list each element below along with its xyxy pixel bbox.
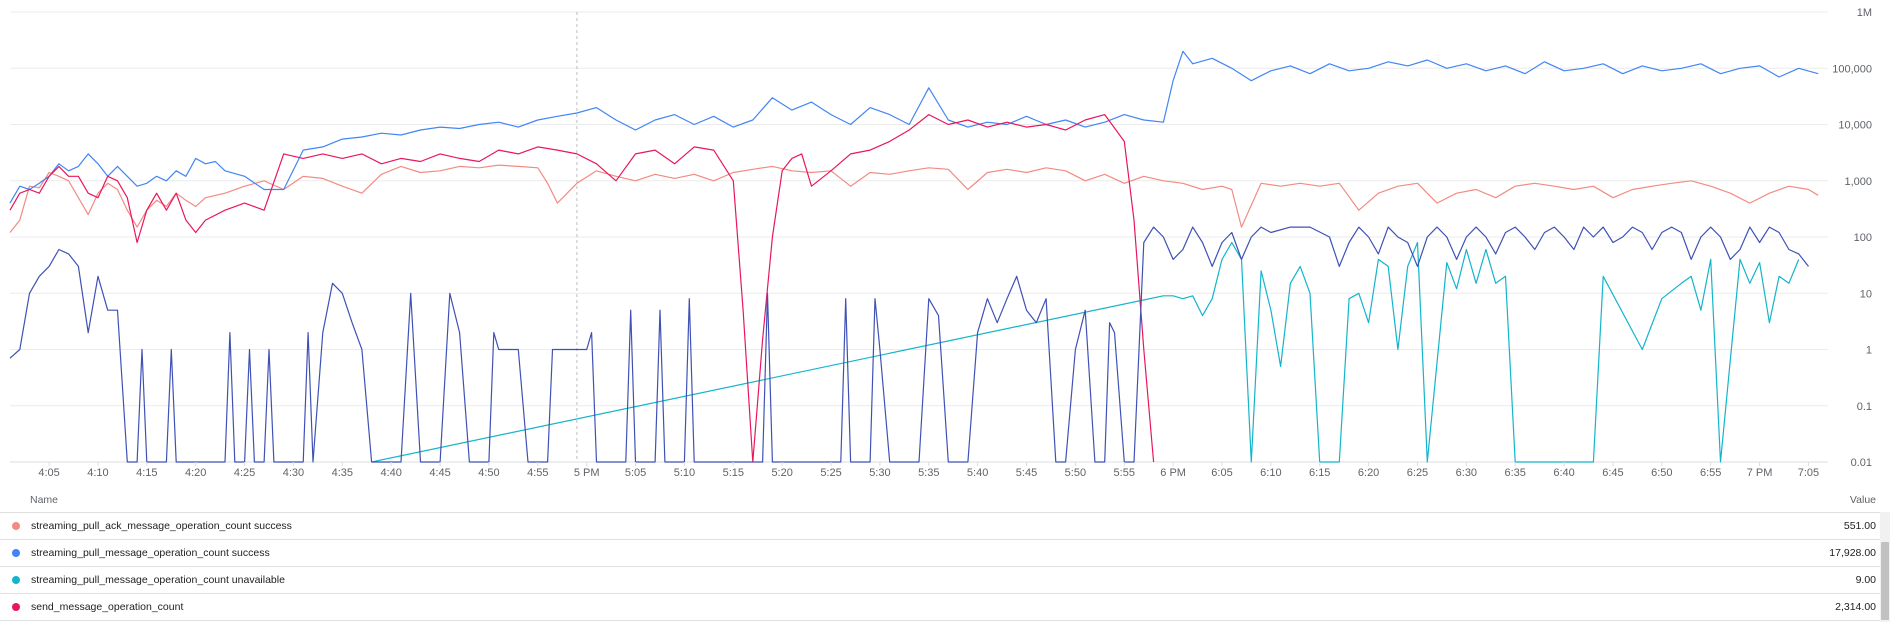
series-lines	[9, 50, 1819, 463]
legend-header-value[interactable]: Value	[1849, 494, 1876, 506]
x-tick-label: 5:50	[1065, 467, 1086, 479]
x-tick-label: 6:15	[1309, 467, 1330, 479]
x-tick-label: 5:15	[723, 467, 744, 479]
x-tick-label: 4:35	[332, 467, 353, 479]
x-tick-label: 5:10	[674, 467, 695, 479]
legend-table: Name Value streaming_pull_ack_message_op…	[0, 488, 1888, 621]
legend-row-value: 9.00	[1855, 574, 1876, 586]
legend-dot-icon	[12, 576, 20, 584]
x-tick-label: 5:55	[1114, 467, 1135, 479]
legend-row-value: 17,928.00	[1829, 547, 1876, 559]
legend-row[interactable]: streaming_pull_message_operation_count s…	[0, 540, 1888, 567]
x-tick-label: 4:05	[38, 467, 59, 479]
series-line-3[interactable]	[371, 241, 1800, 463]
legend-scrollbar[interactable]	[1880, 512, 1890, 622]
legend-row-value: 551.00	[1843, 520, 1876, 532]
legend-row-label: streaming_pull_message_operation_count s…	[31, 547, 270, 559]
scrollbar-thumb[interactable]	[1881, 542, 1889, 620]
y-tick-label: 100,000	[1832, 63, 1872, 75]
legend-dot-icon	[12, 522, 20, 530]
legend-row-label: send_message_operation_count	[31, 601, 184, 613]
legend-dot-icon	[12, 549, 20, 557]
legend-row-value: 2,314.00	[1835, 601, 1876, 613]
x-tick-label: 4:20	[185, 467, 206, 479]
legend-header-name[interactable]: Name	[30, 494, 59, 506]
y-tick-label: 0.01	[1851, 457, 1872, 469]
x-tick-label: 6:50	[1651, 467, 1672, 479]
y-tick-label: 1,000	[1844, 176, 1872, 188]
y-axis: 0.01 0.1 1 10 100 1,000 10,000 100,000 1M	[1832, 7, 1872, 469]
x-tick-label: 4:15	[136, 467, 157, 479]
x-tick-label: 6:05	[1211, 467, 1232, 479]
x-tick-label: 4:25	[234, 467, 255, 479]
x-tick-label: 5:30	[869, 467, 890, 479]
x-tick-label: 4:45	[429, 467, 450, 479]
x-tick-label: 4:50	[478, 467, 499, 479]
legend-header: Name Value	[0, 488, 1888, 513]
x-tick-label: 5:25	[820, 467, 841, 479]
x-tick-label: 6:30	[1456, 467, 1477, 479]
y-tick-label: 1	[1866, 345, 1872, 357]
legend-row[interactable]: send_message_operation_count 2,314.00	[0, 594, 1888, 621]
legend-row[interactable]: streaming_pull_message_operation_count u…	[0, 567, 1888, 594]
x-tick-label: 5:45	[1016, 467, 1037, 479]
y-tick-label: 10	[1860, 288, 1872, 300]
x-tick-label: 6:20	[1358, 467, 1379, 479]
x-axis: 4:05 4:10 4:15 4:20 4:25 4:30 4:35 4:40 4:45 4:50…	[38, 462, 1819, 479]
x-tick-label: 6:35	[1505, 467, 1526, 479]
x-tick-label: 5:35	[918, 467, 939, 479]
series-line-2[interactable]	[9, 50, 1819, 204]
x-tick-label: 5:05	[625, 467, 646, 479]
series-line-4[interactable]	[9, 113, 1155, 463]
legend-dot-icon	[12, 603, 20, 611]
legend-row[interactable]: streaming_pull_ack_message_operation_cou…	[0, 513, 1888, 540]
y-tick-label: 0.1	[1857, 401, 1872, 413]
x-tick-label: 4:55	[527, 467, 548, 479]
x-tick-label: 6:55	[1700, 467, 1721, 479]
x-tick-label: 6:45	[1602, 467, 1623, 479]
x-tick-label: 6:40	[1553, 467, 1574, 479]
y-tick-label: 1M	[1857, 7, 1872, 19]
x-tick-label: 6:25	[1407, 467, 1428, 479]
x-tick-label: 5:40	[967, 467, 988, 479]
grid-lines	[10, 11, 1828, 463]
x-tick-label: 7 PM	[1747, 467, 1773, 479]
chart-area[interactable]: 0.01 0.1 1 10 100 1,000 10,000 100,000 1M 4:05 4:…	[0, 0, 1900, 485]
x-tick-label: 5:20	[771, 467, 792, 479]
legend-row-label: streaming_pull_ack_message_operation_cou…	[31, 520, 292, 532]
x-tick-label: 6 PM	[1160, 467, 1186, 479]
x-tick-label: 7:05	[1798, 467, 1819, 479]
series-line-5[interactable]	[9, 226, 1809, 463]
x-tick-label: 4:10	[87, 467, 108, 479]
x-tick-label: 6:10	[1260, 467, 1281, 479]
y-tick-label: 10,000	[1838, 120, 1872, 132]
legend-row-label: streaming_pull_message_operation_count u…	[31, 574, 285, 586]
x-tick-label: 5 PM	[574, 467, 600, 479]
y-tick-label: 100	[1854, 232, 1872, 244]
x-tick-label: 4:40	[380, 467, 401, 479]
x-tick-label: 4:30	[283, 467, 304, 479]
series-line-1[interactable]	[9, 164, 1819, 233]
